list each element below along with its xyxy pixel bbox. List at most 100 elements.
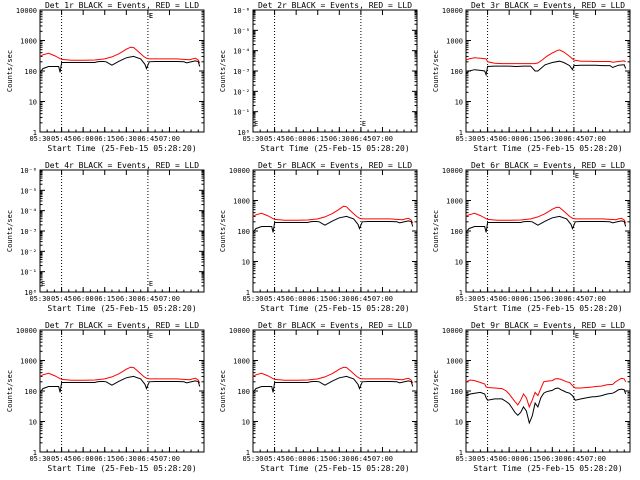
event-marker: E	[149, 12, 153, 20]
y-tick-label: 10⁰	[24, 289, 37, 297]
event-marker: E	[41, 280, 45, 288]
lld-series-line	[39, 366, 201, 384]
y-tick-label: 10000	[442, 167, 463, 175]
lld-series-line	[465, 206, 627, 224]
plot-title: Det 5r BLACK = Events, RED = LLD	[258, 161, 412, 170]
y-tick-label: 10⁻²	[233, 88, 250, 96]
event-marker: E	[575, 12, 579, 20]
y-axis-label: Counts/sec	[6, 50, 14, 92]
y-tick-label: 100	[237, 228, 250, 236]
x-tick-label: 06:00	[499, 135, 520, 143]
y-tick-label: 100	[24, 388, 37, 396]
y-tick-label: 1	[246, 289, 250, 297]
y-tick-label: 10⁻²	[20, 248, 37, 256]
y-tick-label: 1000	[233, 358, 250, 366]
plot-frame	[252, 169, 418, 293]
x-tick-label: 06:30	[329, 295, 350, 303]
plot-title: Det 6r BLACK = Events, RED = LLD	[471, 161, 625, 170]
y-tick-label: 10000	[229, 327, 250, 335]
x-tick-label: 06:30	[116, 135, 137, 143]
detector-panel-3: Det 3r BLACK = Events, RED = LLD 1 10 100 10…	[432, 1, 631, 153]
x-tick-label: 05:30	[242, 295, 263, 303]
y-axis-label: Counts/sec	[219, 210, 227, 252]
events-series-line	[39, 55, 201, 73]
x-axis-label: Start Time (25-Feb-15 05:28:20)	[260, 464, 409, 473]
y-tick-label: 100	[24, 68, 37, 76]
y-tick-label: 100	[237, 388, 250, 396]
x-tick-label: 06:45	[137, 135, 158, 143]
x-tick-label: 06:30	[542, 295, 563, 303]
x-tick-label: 05:30	[242, 135, 263, 143]
x-axis-label: Start Time (25-Feb-15 05:28:20)	[47, 144, 196, 153]
y-tick-label: 10	[455, 419, 463, 427]
lld-series-line	[39, 46, 201, 64]
x-tick-label: 06:15	[520, 135, 541, 143]
y-tick-label: 10⁻⁵	[233, 27, 250, 35]
x-tick-label: 07:00	[585, 135, 606, 143]
event-marker: E	[575, 172, 579, 180]
y-tick-label: 10	[29, 99, 37, 107]
x-axis-label: Start Time (25-Feb-15 05:28:20)	[47, 464, 196, 473]
x-axis-label: Start Time (25-Feb-15 05:28:20)	[47, 304, 196, 313]
detector-panel-1: Det 1r BLACK = Events, RED = LLD 1 10 100 10…	[6, 1, 205, 153]
plot-frame	[252, 9, 418, 133]
x-tick-label: 05:30	[455, 455, 476, 463]
x-tick-label: 07:00	[372, 135, 393, 143]
y-axis-label: Counts/sec	[219, 50, 227, 92]
x-tick-label: 07:00	[159, 135, 180, 143]
x-tick-label: 05:45	[264, 135, 285, 143]
events-series-line	[465, 387, 627, 425]
y-axis-label: Counts/sec	[432, 210, 440, 252]
x-tick-label: 06:45	[350, 295, 371, 303]
plot-frame	[465, 9, 631, 133]
x-tick-label: 05:30	[455, 295, 476, 303]
detector-panel-6: Det 6r BLACK = Events, RED = LLD 1 10 100 10…	[432, 161, 631, 313]
y-tick-label: 10⁻⁴	[233, 48, 250, 56]
y-tick-label: 1	[459, 449, 463, 457]
plot-frame	[252, 329, 418, 453]
x-tick-label: 06:00	[499, 295, 520, 303]
y-tick-label: 1	[459, 289, 463, 297]
plot-title: Det 8r BLACK = Events, RED = LLD	[258, 321, 412, 330]
y-tick-label: 10⁻⁴	[20, 208, 37, 216]
y-tick-label: 10⁻⁵	[20, 187, 37, 195]
x-tick-label: 06:15	[307, 455, 328, 463]
y-axis-label: Counts/sec	[432, 370, 440, 412]
events-series-line	[39, 375, 201, 393]
x-axis-label: Start Time (25-Feb-15 05:28:20)	[260, 304, 409, 313]
detector-panel-9: Det 9r BLACK = Events, RED = LLD 1 10 100 10…	[432, 321, 631, 473]
y-tick-label: 1	[33, 449, 37, 457]
x-tick-label: 06:00	[286, 295, 307, 303]
y-tick-label: 1000	[446, 198, 463, 206]
detector-panel-7: Det 7r BLACK = Events, RED = LLD 1 10 100 10…	[6, 321, 205, 473]
plot-frame	[39, 329, 205, 453]
y-tick-label: 10000	[229, 167, 250, 175]
x-tick-label: 07:00	[585, 295, 606, 303]
x-tick-label: 06:45	[137, 455, 158, 463]
x-tick-label: 07:00	[372, 295, 393, 303]
plot-title: Det 2r BLACK = Events, RED = LLD	[258, 1, 412, 10]
x-tick-label: 07:00	[159, 295, 180, 303]
y-tick-label: 10⁰	[237, 129, 250, 137]
plot-title: Det 9r BLACK = Events, RED = LLD	[471, 321, 625, 330]
lld-series-line	[252, 366, 414, 384]
plot-title: Det 3r BLACK = Events, RED = LLD	[471, 1, 625, 10]
x-tick-label: 06:30	[116, 455, 137, 463]
events-series-line	[465, 215, 627, 233]
y-tick-label: 1	[246, 449, 250, 457]
y-axis-label: Counts/sec	[6, 210, 14, 252]
detector-panel-4: Det 4r BLACK = Events, RED = LLD 10⁰ 10⁻¹ 1…	[6, 161, 205, 313]
x-tick-label: 06:15	[520, 295, 541, 303]
y-tick-label: 10	[455, 99, 463, 107]
y-axis-label: Counts/sec	[219, 370, 227, 412]
lld-series-line	[465, 49, 626, 65]
lld-series-line	[252, 205, 414, 224]
x-tick-label: 05:45	[264, 455, 285, 463]
plot-title: Det 7r BLACK = Events, RED = LLD	[45, 321, 199, 330]
x-axis-label: Start Time (25-Feb-15 05:28:20)	[473, 464, 622, 473]
y-tick-label: 10	[242, 259, 250, 267]
lld-series-line	[465, 377, 627, 409]
y-tick-label: 1000	[20, 38, 37, 46]
y-tick-label: 10000	[16, 327, 37, 335]
